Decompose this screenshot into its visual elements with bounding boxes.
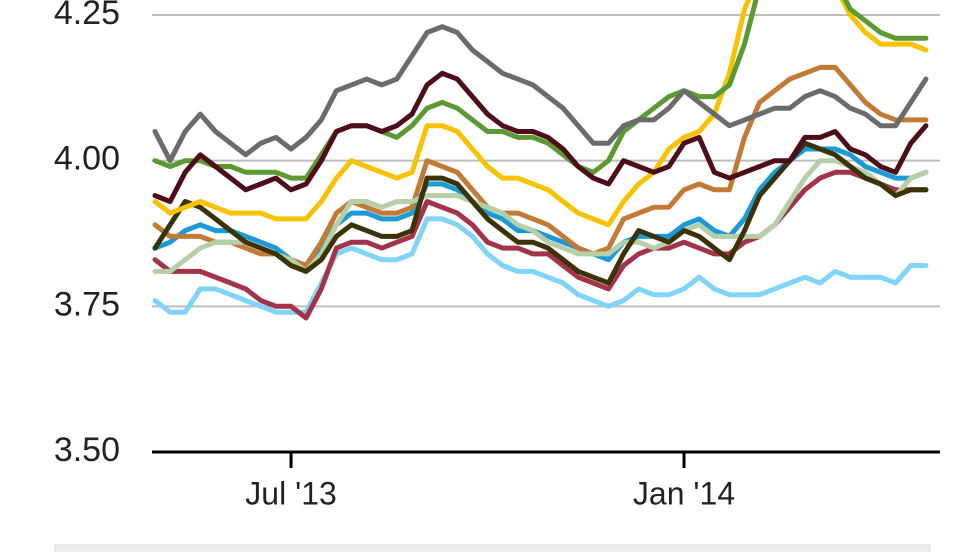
y-tick-label: 3.75 (54, 285, 120, 323)
x-tick-label: Jan '14 (633, 475, 735, 511)
footer-panel (54, 544, 931, 552)
series-line (152, 0, 929, 228)
y-tick-label: 4.00 (54, 140, 120, 178)
series-line (152, 70, 929, 204)
y-tick-label: 3.50 (54, 431, 120, 469)
series-line (152, 0, 929, 181)
series-line (152, 140, 929, 286)
series-line (152, 24, 929, 164)
series-line (152, 169, 929, 321)
x-tick-label: Jul '13 (245, 475, 337, 511)
series-line (152, 216, 929, 315)
series-line (152, 146, 929, 268)
y-tick-label: 4.25 (54, 0, 120, 32)
